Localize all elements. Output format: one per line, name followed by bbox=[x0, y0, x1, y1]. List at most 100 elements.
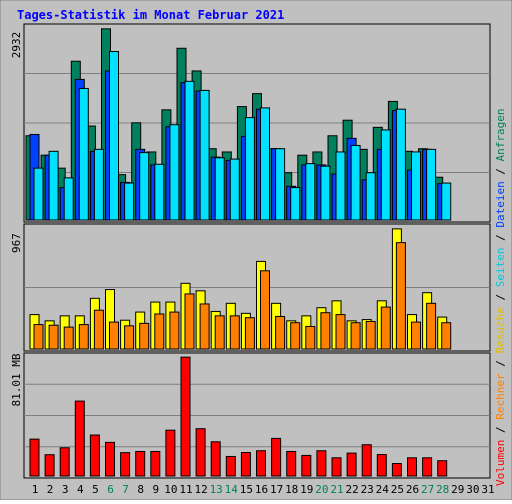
bar-rechner-day-28 bbox=[441, 322, 452, 350]
bar-seiten-day-21 bbox=[335, 151, 346, 221]
bar-volumen-day-17 bbox=[271, 437, 282, 477]
bar-seiten-day-18 bbox=[290, 187, 301, 221]
visits-hosts-panel bbox=[23, 223, 491, 352]
bar-volumen-day-13 bbox=[210, 441, 221, 477]
day-label-9: 9 bbox=[152, 483, 159, 496]
bar-rechner-day-14 bbox=[229, 315, 240, 350]
legend-slash-4: / bbox=[494, 228, 507, 248]
day-label-4: 4 bbox=[77, 483, 84, 496]
bar-seiten-day-25 bbox=[395, 108, 406, 221]
bar-volumen-day-8 bbox=[135, 450, 146, 477]
bar-seiten-day-9 bbox=[154, 163, 165, 221]
day-label-29: 29 bbox=[451, 483, 464, 496]
bar-rechner-day-7 bbox=[124, 325, 135, 350]
day-label-31: 31 bbox=[481, 483, 494, 496]
bar-seiten-day-11 bbox=[184, 80, 195, 221]
bar-volumen-day-27 bbox=[422, 457, 433, 477]
bar-volumen-day-14 bbox=[225, 455, 236, 477]
day-label-23: 23 bbox=[361, 483, 374, 496]
bar-volumen-day-11 bbox=[180, 356, 191, 477]
bar-seiten-day-28 bbox=[441, 182, 452, 221]
volume-panel bbox=[23, 352, 491, 479]
day-label-1: 1 bbox=[32, 483, 39, 496]
bar-volumen-day-24 bbox=[376, 454, 387, 477]
bar-volumen-day-9 bbox=[150, 450, 161, 477]
bar-rechner-day-15 bbox=[244, 317, 255, 350]
legend-dateien: Dateien bbox=[494, 181, 507, 227]
day-label-10: 10 bbox=[164, 483, 177, 496]
bar-seiten-day-24 bbox=[380, 129, 391, 221]
bar-seiten-day-17 bbox=[275, 148, 286, 221]
bar-seiten-day-12 bbox=[199, 89, 210, 221]
day-label-6: 6 bbox=[107, 483, 114, 496]
bar-rechner-day-11 bbox=[184, 293, 195, 350]
top-axis-max-label: 2932 bbox=[10, 32, 23, 59]
day-label-21: 21 bbox=[330, 483, 343, 496]
legend-slash-5: / bbox=[494, 161, 507, 181]
bar-rechner-day-4 bbox=[78, 324, 89, 350]
bar-volumen-day-19 bbox=[301, 454, 312, 477]
bar-volumen-day-3 bbox=[59, 447, 70, 477]
bar-rechner-day-19 bbox=[305, 325, 316, 350]
bar-volumen-day-15 bbox=[240, 451, 251, 477]
bar-rechner-day-24 bbox=[380, 306, 391, 350]
legend-besuche: Besuche bbox=[494, 307, 507, 353]
bar-volumen-day-26 bbox=[407, 457, 417, 477]
bar-rechner-day-9 bbox=[154, 313, 165, 350]
day-label-22: 22 bbox=[345, 483, 358, 496]
bar-rechner-day-16 bbox=[260, 270, 270, 350]
bar-rechner-day-25 bbox=[395, 242, 406, 350]
bar-volumen-day-23 bbox=[361, 444, 372, 477]
chart-title: Tages-Statistik im Monat Februar 2021 bbox=[17, 8, 284, 22]
day-label-7: 7 bbox=[122, 483, 129, 496]
bar-volumen-day-12 bbox=[195, 428, 206, 477]
day-label-20: 20 bbox=[315, 483, 328, 496]
legend-anfragen: Anfragen bbox=[494, 108, 507, 161]
day-label-14: 14 bbox=[225, 483, 239, 496]
bottom-axis-max-label: 81.01 MB bbox=[10, 353, 23, 406]
bar-seiten-day-3 bbox=[63, 177, 74, 221]
bar-seiten-day-26 bbox=[411, 151, 421, 221]
day-label-30: 30 bbox=[466, 483, 479, 496]
day-label-2: 2 bbox=[47, 483, 54, 496]
bar-seiten-day-5 bbox=[93, 148, 104, 221]
bar-rechner-day-22 bbox=[350, 322, 361, 350]
legend-slash-1: / bbox=[494, 420, 507, 440]
bar-volumen-day-21 bbox=[331, 457, 342, 477]
day-label-3: 3 bbox=[62, 483, 69, 496]
vertical-legend: Volumen / Rechner / Besuche / Seiten / D… bbox=[494, 108, 507, 486]
bar-volumen-day-7 bbox=[120, 452, 131, 477]
bar-volumen-day-1 bbox=[29, 438, 40, 477]
bar-rechner-day-8 bbox=[139, 322, 150, 350]
day-label-18: 18 bbox=[285, 483, 298, 496]
bar-rechner-day-2 bbox=[48, 324, 59, 350]
legend-rechner: Rechner bbox=[494, 373, 507, 420]
bar-rechner-day-5 bbox=[93, 309, 104, 350]
day-label-11: 11 bbox=[179, 483, 192, 496]
bar-rechner-day-23 bbox=[365, 320, 376, 350]
bar-volumen-day-20 bbox=[316, 450, 327, 477]
bar-seiten-day-1 bbox=[33, 167, 44, 221]
bar-seiten-day-13 bbox=[214, 157, 225, 221]
bar-rechner-day-27 bbox=[426, 302, 437, 350]
bar-seiten-day-4 bbox=[78, 87, 89, 221]
bar-seiten-day-2 bbox=[48, 150, 59, 221]
bar-seiten-day-23 bbox=[365, 172, 376, 221]
legend-seiten: Seiten bbox=[494, 248, 507, 288]
bar-rechner-day-13 bbox=[214, 315, 225, 350]
bar-volumen-day-28 bbox=[437, 460, 448, 477]
bar-volumen-day-5 bbox=[89, 434, 100, 477]
bar-seiten-day-16 bbox=[260, 107, 270, 221]
day-label-26: 26 bbox=[406, 483, 419, 496]
bar-rechner-day-20 bbox=[320, 312, 331, 350]
bar-volumen-day-18 bbox=[286, 450, 297, 477]
bar-seiten-day-15 bbox=[244, 117, 255, 221]
day-label-15: 15 bbox=[240, 483, 253, 496]
bar-seiten-day-10 bbox=[169, 124, 180, 221]
requests-files-pages-panel bbox=[23, 23, 491, 223]
bar-seiten-day-27 bbox=[426, 148, 437, 221]
bar-rechner-day-3 bbox=[63, 326, 74, 350]
bar-rechner-day-21 bbox=[335, 314, 346, 350]
